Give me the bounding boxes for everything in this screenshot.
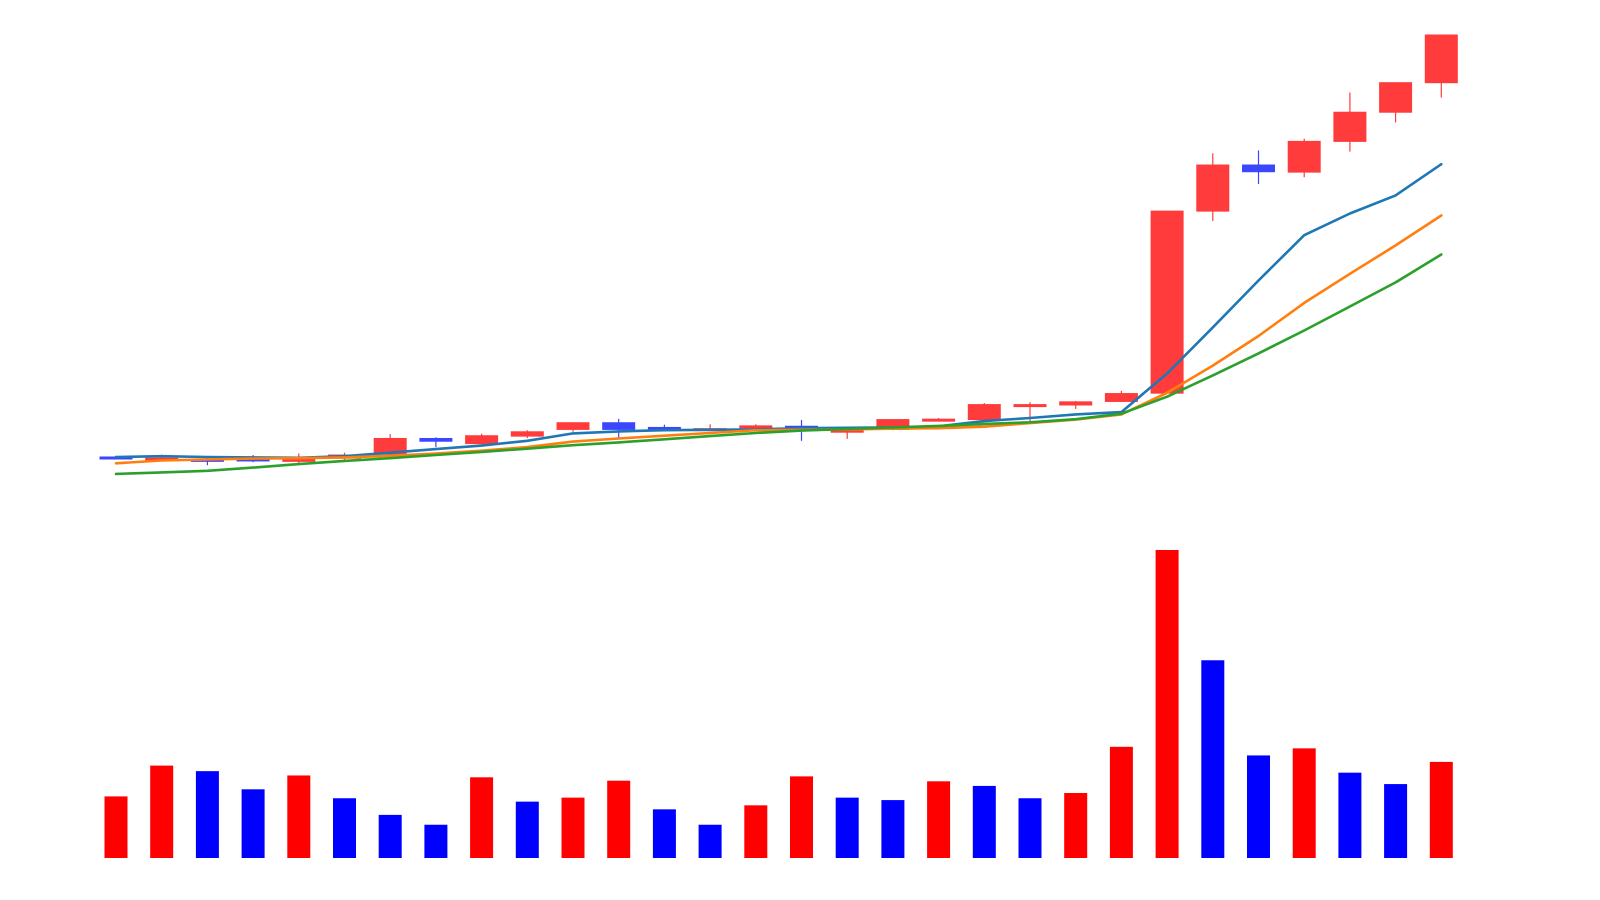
volume-bar <box>652 809 676 858</box>
price-panel <box>99 34 1458 476</box>
volume-bar <box>333 798 356 858</box>
volume-bar <box>470 777 494 858</box>
volume-panel <box>104 550 1453 858</box>
volume-bar <box>1064 793 1088 858</box>
moving-average-line-2 <box>114 214 1443 465</box>
volume-bar <box>1155 550 1179 858</box>
volume-bar <box>424 824 448 858</box>
candle-body <box>1059 401 1093 406</box>
candle-body <box>602 422 636 430</box>
candle-body <box>1104 393 1138 402</box>
moving-average-line-1 <box>114 162 1443 460</box>
candle-body <box>373 437 407 455</box>
volume-bar <box>881 800 905 858</box>
volume-bar <box>835 797 859 858</box>
candle-body <box>1013 404 1047 408</box>
volume-bar <box>607 780 631 858</box>
candle-body <box>739 425 773 429</box>
volume-bar <box>790 776 813 858</box>
volume-bar <box>1018 798 1042 858</box>
volume-bar <box>241 789 265 858</box>
candle-body <box>510 431 544 437</box>
volume-bar <box>195 771 219 858</box>
candle-body <box>282 458 316 462</box>
moving-average-line-3 <box>114 253 1443 476</box>
volume-bar <box>1109 746 1133 858</box>
volume-bar <box>287 775 311 858</box>
candle-body <box>465 435 499 445</box>
candle-body <box>1333 111 1367 142</box>
volume-bar <box>150 765 174 858</box>
volume-bar <box>1384 784 1408 858</box>
volume-bar <box>1292 748 1316 858</box>
volume-bar <box>561 797 585 858</box>
volume-bar <box>1338 772 1362 858</box>
volume-bar <box>972 785 996 858</box>
candle-body <box>922 418 956 422</box>
candle-body <box>967 404 1001 421</box>
candle-body <box>1242 164 1275 173</box>
candle-body <box>1424 34 1458 84</box>
candle-body <box>1379 82 1413 113</box>
volume-bar <box>515 801 539 858</box>
volume-bar <box>698 824 722 858</box>
volume-bar <box>1247 755 1270 858</box>
candle-body <box>419 437 453 442</box>
volume-bar <box>378 814 402 858</box>
volume-bar <box>104 796 128 858</box>
candle-body <box>556 422 590 430</box>
volume-bar <box>1201 660 1225 858</box>
candle-body <box>1196 164 1230 212</box>
candle-body <box>1287 140 1321 173</box>
volume-bar <box>744 805 768 858</box>
volume-bar <box>927 781 951 858</box>
volume-bar <box>1429 761 1453 858</box>
candle-body <box>1150 210 1184 394</box>
